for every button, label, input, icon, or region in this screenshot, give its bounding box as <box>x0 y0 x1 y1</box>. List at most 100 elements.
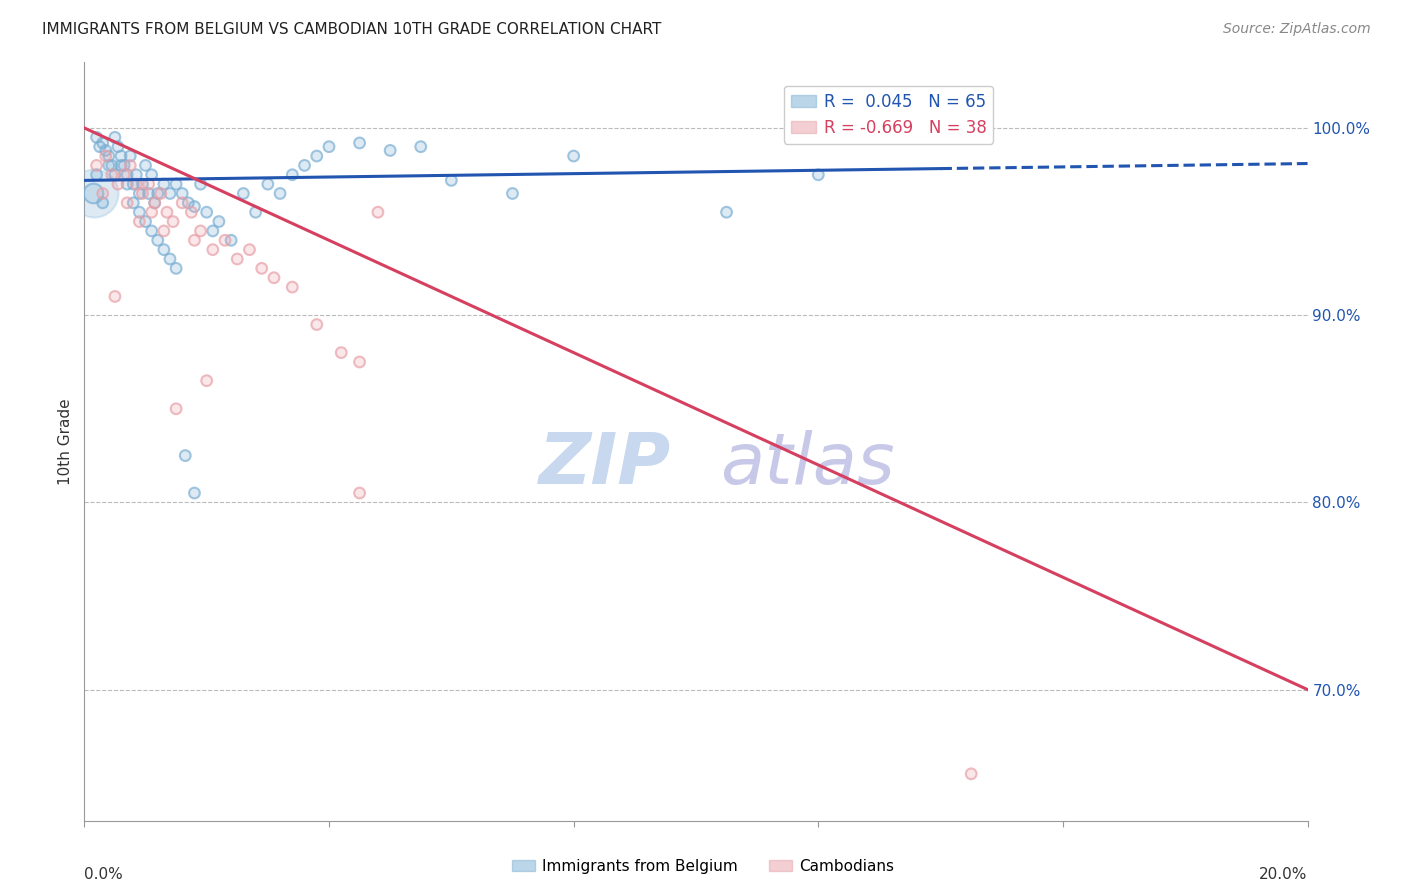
Point <box>562 149 585 163</box>
Point <box>110 149 132 163</box>
Point <box>143 195 166 210</box>
Point <box>138 186 160 201</box>
Point <box>112 168 135 182</box>
Point <box>94 149 117 163</box>
Point <box>716 205 738 219</box>
Point <box>128 186 150 201</box>
Point <box>172 195 194 210</box>
Point <box>91 136 114 150</box>
Point <box>141 205 163 219</box>
Point <box>131 186 153 201</box>
Point <box>153 177 176 191</box>
Point <box>165 177 187 191</box>
Point <box>138 177 160 191</box>
Point <box>716 205 738 219</box>
Point <box>131 177 153 191</box>
Point <box>502 186 524 201</box>
Point <box>128 214 150 228</box>
Point <box>143 195 166 210</box>
Point <box>245 205 267 219</box>
Point <box>349 486 371 500</box>
Point <box>86 158 108 172</box>
Point <box>83 186 105 201</box>
Point <box>180 205 202 219</box>
Point <box>165 261 187 276</box>
Point <box>97 158 120 172</box>
Point <box>250 261 273 276</box>
Text: atlas: atlas <box>720 430 896 499</box>
Point <box>120 149 142 163</box>
Point <box>153 243 176 257</box>
Point <box>440 173 463 187</box>
Point <box>281 168 304 182</box>
Point <box>201 243 224 257</box>
Point <box>960 767 983 781</box>
Text: IMMIGRANTS FROM BELGIUM VS CAMBODIAN 10TH GRADE CORRELATION CHART: IMMIGRANTS FROM BELGIUM VS CAMBODIAN 10T… <box>42 22 662 37</box>
Point <box>502 186 524 201</box>
Point <box>183 486 205 500</box>
Point <box>149 186 172 201</box>
Point <box>146 186 169 201</box>
Point <box>349 136 371 150</box>
Point <box>91 186 114 201</box>
Point <box>162 214 184 228</box>
Point <box>101 168 124 182</box>
Point <box>91 186 114 201</box>
Point <box>195 205 218 219</box>
Point <box>159 252 181 266</box>
Point <box>141 168 163 182</box>
Point <box>125 168 148 182</box>
Point <box>219 233 242 247</box>
Text: 0.0%: 0.0% <box>84 867 124 882</box>
Point <box>562 149 585 163</box>
Point <box>122 177 145 191</box>
Point <box>219 233 242 247</box>
Point <box>86 158 108 172</box>
Point <box>174 449 197 463</box>
Point <box>141 205 163 219</box>
Point <box>172 195 194 210</box>
Point <box>257 177 280 191</box>
Point <box>214 233 236 247</box>
Point <box>349 355 371 369</box>
Point <box>115 168 138 182</box>
Point <box>138 186 160 201</box>
Point <box>349 136 371 150</box>
Point <box>104 168 127 182</box>
Point <box>112 168 135 182</box>
Point <box>91 195 114 210</box>
Point <box>245 205 267 219</box>
Point <box>110 149 132 163</box>
Point <box>120 158 142 172</box>
Point <box>86 130 108 145</box>
Point <box>165 401 187 416</box>
Point <box>125 168 148 182</box>
Point <box>115 177 138 191</box>
Point <box>104 289 127 303</box>
Point <box>305 149 328 163</box>
Point <box>115 168 138 182</box>
Point <box>195 205 218 219</box>
Point <box>183 486 205 500</box>
Point <box>83 186 105 201</box>
Point <box>201 224 224 238</box>
Point <box>104 130 127 145</box>
Point <box>174 449 197 463</box>
Point <box>135 158 157 172</box>
Point <box>318 139 340 153</box>
Point <box>120 158 142 172</box>
Point <box>165 177 187 191</box>
Point <box>115 195 138 210</box>
Point <box>97 149 120 163</box>
Point <box>409 139 432 153</box>
Point <box>115 195 138 210</box>
Point <box>177 195 200 210</box>
Point <box>201 243 224 257</box>
Point <box>172 186 194 201</box>
Point <box>330 345 353 359</box>
Point <box>172 186 194 201</box>
Point <box>101 158 124 172</box>
Point <box>101 158 124 172</box>
Point <box>156 205 179 219</box>
Point <box>107 139 129 153</box>
